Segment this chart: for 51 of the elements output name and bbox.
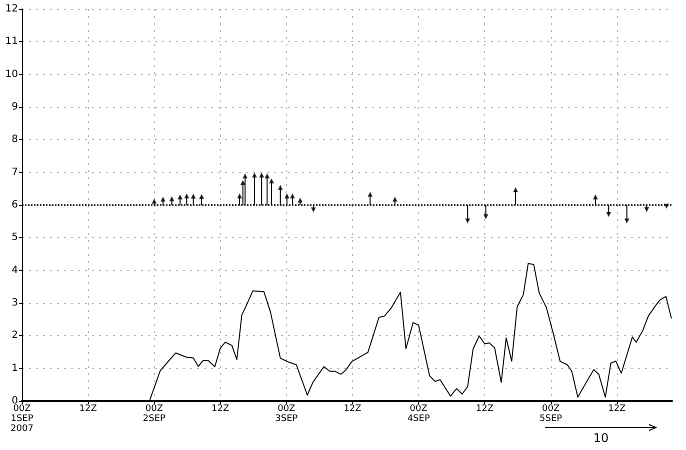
- x-tick-label: 00Z 4SEP: [407, 404, 430, 424]
- point: [310, 207, 316, 212]
- point: [237, 193, 242, 198]
- point: [298, 198, 303, 203]
- point: [513, 187, 518, 192]
- point: [252, 172, 257, 178]
- y-tick-label: 7: [12, 166, 18, 178]
- point: [606, 212, 612, 217]
- point: [169, 196, 174, 202]
- y-tick-label: 12: [5, 4, 18, 14]
- point: [178, 194, 183, 200]
- x-tick-label: 00Z 3SEP: [275, 404, 298, 424]
- x-tick-label: 12Z: [211, 404, 230, 414]
- x-tick-label: 12Z: [608, 404, 626, 414]
- point: [284, 193, 290, 198]
- point: [624, 218, 630, 224]
- point: [368, 192, 373, 197]
- y-tick-label: 2: [12, 330, 18, 342]
- y-tick-label: 9: [12, 102, 18, 112]
- point: [259, 172, 264, 178]
- text: 10: [592, 431, 610, 445]
- x-tick-label: 00Z 2SEP: [142, 404, 166, 424]
- y-tick-label: 6: [12, 200, 18, 210]
- point: [242, 173, 248, 178]
- x-tick-label: 00Z 5SEP: [540, 404, 563, 424]
- y-tick-label: 4: [12, 264, 18, 276]
- point: [160, 196, 166, 202]
- point: [392, 196, 398, 202]
- x-tick-label: 12Z: [79, 404, 97, 414]
- x-tick-label: 12Z: [344, 404, 362, 414]
- y-tick-label: 10: [5, 68, 18, 80]
- point: [240, 180, 246, 185]
- y-tick-label: 3: [12, 298, 18, 308]
- point: [465, 218, 470, 224]
- y-tick-label: 5: [12, 232, 18, 244]
- y-tick-label: 8: [12, 134, 18, 146]
- point: [269, 178, 274, 184]
- point: [199, 194, 204, 200]
- point: [592, 194, 598, 200]
- point: [190, 194, 196, 199]
- x-tick-label: 12Z: [476, 404, 494, 414]
- point: [483, 214, 488, 220]
- x-tick-label: 00Z 1SEP 2007: [10, 404, 34, 434]
- point: [278, 184, 283, 190]
- point: [644, 207, 650, 212]
- point: [184, 193, 190, 198]
- point: [290, 193, 295, 198]
- y-tick-label: 1: [12, 362, 18, 374]
- point: [264, 173, 270, 178]
- point: [664, 204, 669, 209]
- y-tick-label: 11: [5, 36, 18, 48]
